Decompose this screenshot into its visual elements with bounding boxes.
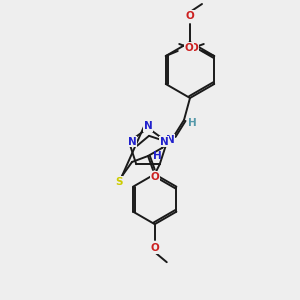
Text: H: H	[188, 118, 196, 128]
Text: N: N	[128, 137, 136, 147]
Text: N: N	[160, 137, 168, 147]
Text: O: O	[150, 243, 159, 253]
Text: O: O	[186, 11, 194, 21]
Text: H: H	[153, 151, 161, 161]
Text: N: N	[166, 135, 174, 145]
Text: N: N	[144, 121, 152, 131]
Text: S: S	[115, 177, 123, 187]
Text: O: O	[184, 43, 193, 53]
Text: O: O	[190, 43, 199, 53]
Text: O: O	[151, 172, 159, 182]
